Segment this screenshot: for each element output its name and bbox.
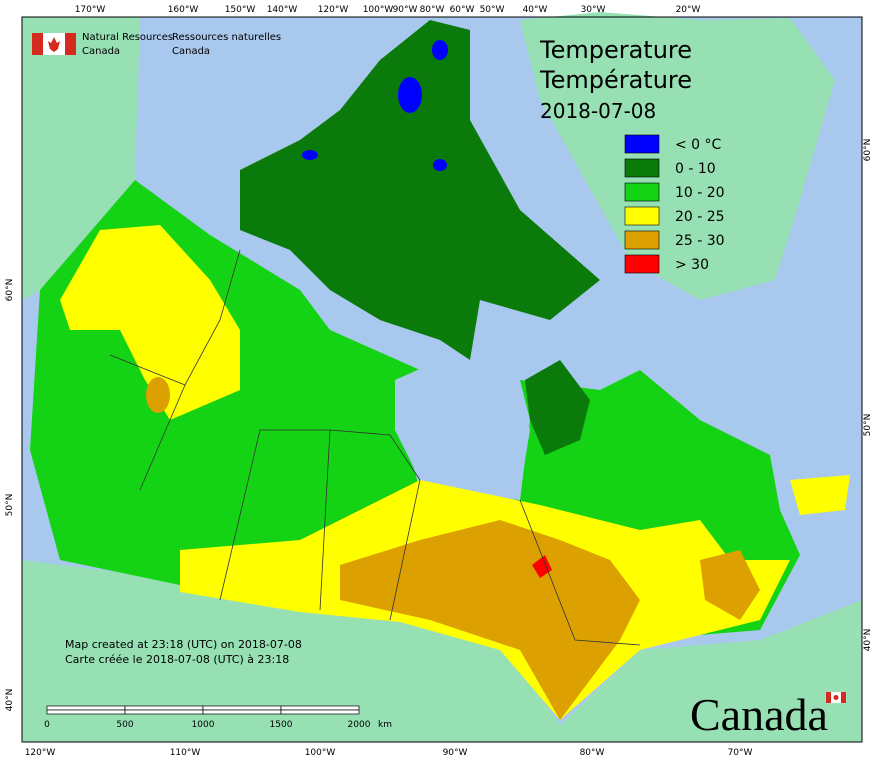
lon-label: 110°W xyxy=(170,748,201,758)
scale-bar: 0 500 1000 1500 2000 km xyxy=(44,705,392,730)
boundaries xyxy=(109,249,641,646)
warm-west xyxy=(60,225,240,420)
lat-label: 40°N xyxy=(5,689,15,712)
flag-band xyxy=(826,692,831,703)
scale-segment xyxy=(202,709,282,715)
alaska xyxy=(22,17,140,300)
maple-leaf xyxy=(48,37,60,52)
lon-label: 90°W xyxy=(443,748,468,758)
legend-swatch xyxy=(624,206,660,226)
lon-label: 20°W xyxy=(676,5,701,15)
lon-label: 60°W xyxy=(450,5,475,15)
credit: Map created at 23:18 (UTC) on 2018-07-08 xyxy=(65,638,302,651)
scale-tick-label: 500 xyxy=(116,720,133,730)
hudson-bay xyxy=(395,360,530,500)
lon-label: 40°W xyxy=(523,5,548,15)
warm-maritime xyxy=(790,475,850,515)
scale-segment xyxy=(124,709,204,715)
lon-label: 120°W xyxy=(318,5,349,15)
scale-segment xyxy=(280,705,360,711)
usa xyxy=(22,560,862,742)
lon-label: 100°W xyxy=(363,5,394,15)
lon-label: 120°W xyxy=(25,748,56,758)
lon-label: 70°W xyxy=(728,748,753,758)
greenland xyxy=(520,12,835,300)
scale-tick-label: 0 xyxy=(44,720,50,730)
lon-label: 90°W xyxy=(393,5,418,15)
ice-cap xyxy=(433,159,447,171)
org-fr: Canada xyxy=(172,46,210,57)
scale-segment xyxy=(46,709,126,715)
lat-label: 60°N xyxy=(863,139,873,162)
flag-band xyxy=(65,33,76,55)
graticule-labels: 170°W 160°W 150°W 140°W 120°W 100°W 90°W 80°W 60… xyxy=(5,5,873,758)
labrador-cool xyxy=(525,360,590,455)
lon-label: 140°W xyxy=(267,5,298,15)
org-fr: Ressources naturelles xyxy=(172,32,281,43)
scale-tick-label: 1500 xyxy=(270,720,293,730)
legend-label: 20 - 25 xyxy=(675,209,725,225)
legend-swatch xyxy=(624,254,660,274)
lat-label: 50°N xyxy=(863,414,873,437)
credit: Carte créée le 2018-07-08 (UTC) à 23:18 xyxy=(65,653,289,666)
scale-segment xyxy=(280,709,360,715)
frame xyxy=(21,16,863,743)
wordmark: Canada xyxy=(690,689,828,740)
very-hot xyxy=(532,555,552,578)
title-date: 2018-07-08 xyxy=(540,99,656,123)
lat-label: 50°N xyxy=(5,494,15,517)
org-en: Canada xyxy=(82,46,120,57)
lat-label: 40°N xyxy=(863,629,873,652)
legend-label: 25 - 30 xyxy=(675,233,725,249)
ice-cap xyxy=(398,77,422,113)
scale-tick-label: 2000 xyxy=(348,720,371,730)
scale-segment xyxy=(124,705,204,711)
legend-swatch xyxy=(624,230,660,250)
lon-label: 150°W xyxy=(225,5,256,15)
org-en: Natural Resources xyxy=(82,32,173,43)
legend-label: 0 - 10 xyxy=(675,161,716,177)
lon-label: 80°W xyxy=(580,748,605,758)
scale-segment xyxy=(202,705,282,711)
legend-swatch xyxy=(624,182,660,202)
legend-swatch xyxy=(624,134,660,154)
hot-east xyxy=(700,550,760,620)
flag-band xyxy=(32,33,43,55)
scale-unit: km xyxy=(378,720,392,730)
lon-label: 30°W xyxy=(581,5,606,15)
arctic-islands xyxy=(240,20,600,360)
hot-south xyxy=(340,520,640,720)
legend: < 0 °C 0 - 10 10 - 20 20 - 25 25 - 30 > 30 xyxy=(624,134,725,274)
legend-label: > 30 xyxy=(675,257,709,273)
lon-label: 160°W xyxy=(168,5,199,15)
hot-west xyxy=(146,377,170,413)
lon-label: 80°W xyxy=(420,5,445,15)
legend-label: 10 - 20 xyxy=(675,185,725,201)
lon-label: 170°W xyxy=(75,5,106,15)
legend-label: < 0 °C xyxy=(675,137,722,153)
scale-tick-label: 1000 xyxy=(192,720,215,730)
lat-label: 60°N xyxy=(5,279,15,302)
scale-segment xyxy=(46,705,126,711)
lon-label: 50°W xyxy=(480,5,505,15)
maple-leaf xyxy=(833,695,839,700)
legend-swatch xyxy=(624,158,660,178)
ice-cap xyxy=(432,40,448,60)
lon-label: 100°W xyxy=(305,748,336,758)
title-en: Temperature xyxy=(539,36,692,64)
ice-cap xyxy=(302,150,318,160)
title-fr: Température xyxy=(539,66,692,94)
flag-band xyxy=(841,692,846,703)
